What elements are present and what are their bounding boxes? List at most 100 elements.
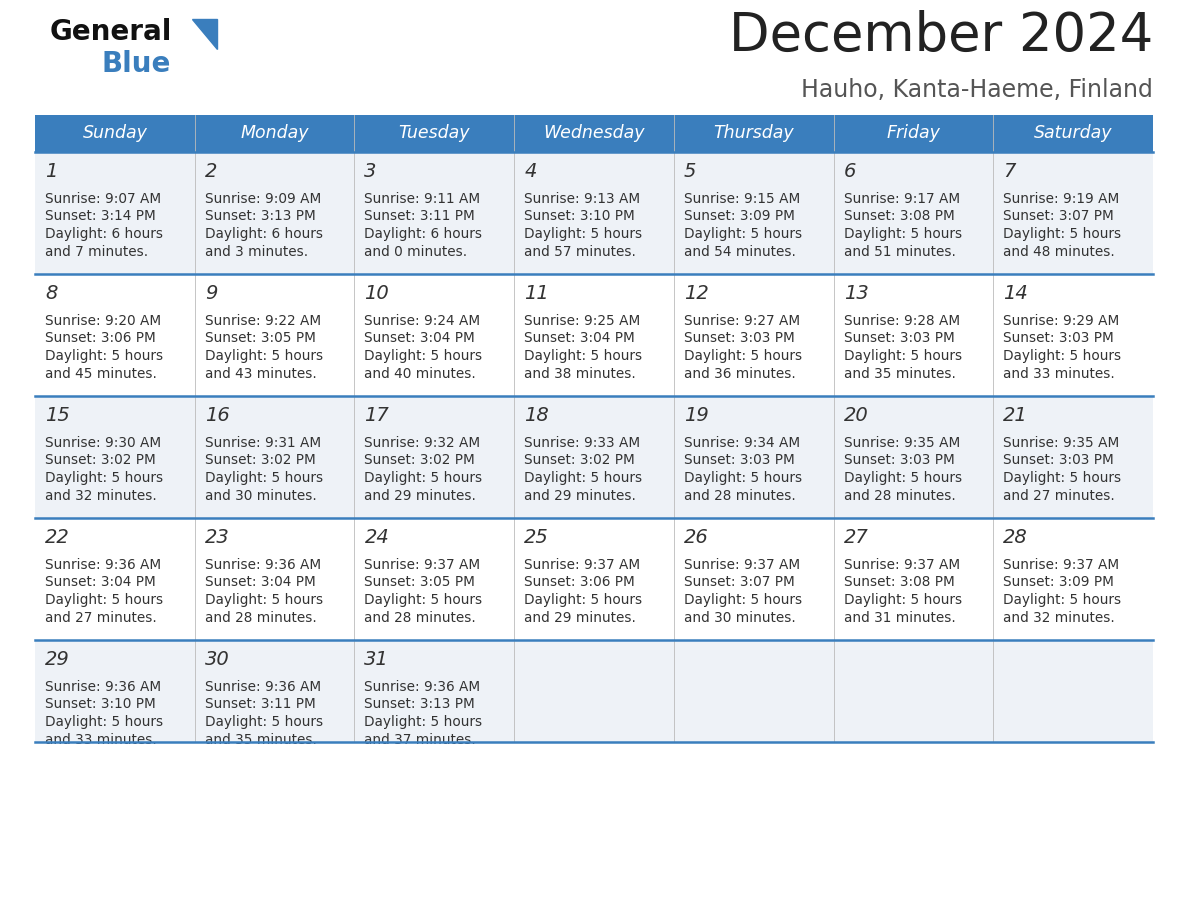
Text: Sunrise: 9:37 AM: Sunrise: 9:37 AM xyxy=(843,558,960,572)
Text: Daylight: 5 hours: Daylight: 5 hours xyxy=(365,471,482,485)
Text: Sunrise: 9:37 AM: Sunrise: 9:37 AM xyxy=(1004,558,1119,572)
Text: Sunset: 3:07 PM: Sunset: 3:07 PM xyxy=(1004,209,1114,223)
Text: Daylight: 5 hours: Daylight: 5 hours xyxy=(204,715,323,729)
Text: Sunrise: 9:27 AM: Sunrise: 9:27 AM xyxy=(684,314,800,328)
Text: Daylight: 5 hours: Daylight: 5 hours xyxy=(524,471,643,485)
Text: Daylight: 5 hours: Daylight: 5 hours xyxy=(45,349,163,363)
Text: and 28 minutes.: and 28 minutes. xyxy=(204,610,316,624)
Text: Sunrise: 9:36 AM: Sunrise: 9:36 AM xyxy=(45,558,162,572)
Text: 28: 28 xyxy=(1004,528,1028,547)
Text: 31: 31 xyxy=(365,650,390,669)
Text: and 32 minutes.: and 32 minutes. xyxy=(45,488,157,502)
Text: 21: 21 xyxy=(1004,406,1028,425)
Text: Daylight: 5 hours: Daylight: 5 hours xyxy=(684,349,802,363)
Text: Sunset: 3:02 PM: Sunset: 3:02 PM xyxy=(524,453,634,467)
Text: Tuesday: Tuesday xyxy=(398,125,470,142)
Text: Sunset: 3:07 PM: Sunset: 3:07 PM xyxy=(684,576,795,589)
Text: Sunset: 3:02 PM: Sunset: 3:02 PM xyxy=(204,453,316,467)
Text: Sunrise: 9:33 AM: Sunrise: 9:33 AM xyxy=(524,436,640,450)
Text: Sunset: 3:06 PM: Sunset: 3:06 PM xyxy=(524,576,634,589)
Text: Sunrise: 9:17 AM: Sunrise: 9:17 AM xyxy=(843,192,960,206)
Text: Hauho, Kanta-Haeme, Finland: Hauho, Kanta-Haeme, Finland xyxy=(801,78,1154,102)
Text: Daylight: 5 hours: Daylight: 5 hours xyxy=(843,227,962,241)
Text: Daylight: 5 hours: Daylight: 5 hours xyxy=(45,593,163,607)
Text: and 30 minutes.: and 30 minutes. xyxy=(684,610,796,624)
Text: Daylight: 5 hours: Daylight: 5 hours xyxy=(843,471,962,485)
Text: Sunset: 3:09 PM: Sunset: 3:09 PM xyxy=(684,209,795,223)
Text: and 37 minutes.: and 37 minutes. xyxy=(365,733,476,746)
Text: Sunrise: 9:35 AM: Sunrise: 9:35 AM xyxy=(843,436,960,450)
Text: and 57 minutes.: and 57 minutes. xyxy=(524,244,636,259)
Text: 22: 22 xyxy=(45,528,70,547)
Text: 27: 27 xyxy=(843,528,868,547)
Text: Sunset: 3:02 PM: Sunset: 3:02 PM xyxy=(365,453,475,467)
Text: Sunrise: 9:34 AM: Sunrise: 9:34 AM xyxy=(684,436,800,450)
Text: Sunrise: 9:32 AM: Sunrise: 9:32 AM xyxy=(365,436,481,450)
Text: General: General xyxy=(50,18,172,46)
Text: and 45 minutes.: and 45 minutes. xyxy=(45,366,157,380)
Text: Sunrise: 9:15 AM: Sunrise: 9:15 AM xyxy=(684,192,800,206)
Text: 13: 13 xyxy=(843,284,868,303)
Text: Daylight: 5 hours: Daylight: 5 hours xyxy=(45,471,163,485)
Text: 11: 11 xyxy=(524,284,549,303)
Text: Sunset: 3:11 PM: Sunset: 3:11 PM xyxy=(204,698,316,711)
Text: Daylight: 5 hours: Daylight: 5 hours xyxy=(684,227,802,241)
Text: Daylight: 5 hours: Daylight: 5 hours xyxy=(1004,227,1121,241)
Text: 17: 17 xyxy=(365,406,390,425)
Bar xyxy=(34,115,1154,152)
Text: Daylight: 5 hours: Daylight: 5 hours xyxy=(1004,349,1121,363)
Text: and 30 minutes.: and 30 minutes. xyxy=(204,488,316,502)
Text: and 33 minutes.: and 33 minutes. xyxy=(45,733,157,746)
Text: and 36 minutes.: and 36 minutes. xyxy=(684,366,796,380)
Text: Friday: Friday xyxy=(886,125,941,142)
Text: and 0 minutes.: and 0 minutes. xyxy=(365,244,468,259)
Text: 6: 6 xyxy=(843,162,855,181)
Text: Sunrise: 9:31 AM: Sunrise: 9:31 AM xyxy=(204,436,321,450)
Text: Saturday: Saturday xyxy=(1034,125,1112,142)
Text: Blue: Blue xyxy=(102,50,171,78)
Text: Sunrise: 9:07 AM: Sunrise: 9:07 AM xyxy=(45,192,162,206)
Bar xyxy=(34,396,1154,518)
Text: Sunrise: 9:30 AM: Sunrise: 9:30 AM xyxy=(45,436,162,450)
Text: 25: 25 xyxy=(524,528,549,547)
Text: Sunset: 3:04 PM: Sunset: 3:04 PM xyxy=(45,576,156,589)
Text: Sunset: 3:03 PM: Sunset: 3:03 PM xyxy=(1004,453,1114,467)
Text: Sunrise: 9:20 AM: Sunrise: 9:20 AM xyxy=(45,314,162,328)
Text: and 7 minutes.: and 7 minutes. xyxy=(45,244,148,259)
Text: Daylight: 5 hours: Daylight: 5 hours xyxy=(365,715,482,729)
Text: Sunset: 3:14 PM: Sunset: 3:14 PM xyxy=(45,209,156,223)
Text: Sunrise: 9:37 AM: Sunrise: 9:37 AM xyxy=(684,558,800,572)
Text: Daylight: 5 hours: Daylight: 5 hours xyxy=(684,593,802,607)
Text: and 32 minutes.: and 32 minutes. xyxy=(1004,610,1116,624)
Text: and 38 minutes.: and 38 minutes. xyxy=(524,366,636,380)
Text: Sunset: 3:13 PM: Sunset: 3:13 PM xyxy=(365,698,475,711)
Text: and 35 minutes.: and 35 minutes. xyxy=(843,366,955,380)
Text: Sunrise: 9:24 AM: Sunrise: 9:24 AM xyxy=(365,314,481,328)
Text: 29: 29 xyxy=(45,650,70,669)
Text: Daylight: 5 hours: Daylight: 5 hours xyxy=(524,349,643,363)
Text: Sunset: 3:03 PM: Sunset: 3:03 PM xyxy=(1004,331,1114,345)
Text: and 3 minutes.: and 3 minutes. xyxy=(204,244,308,259)
Text: 18: 18 xyxy=(524,406,549,425)
Text: Daylight: 5 hours: Daylight: 5 hours xyxy=(45,715,163,729)
Text: Sunset: 3:13 PM: Sunset: 3:13 PM xyxy=(204,209,316,223)
Text: Sunrise: 9:36 AM: Sunrise: 9:36 AM xyxy=(204,558,321,572)
Text: Sunday: Sunday xyxy=(82,125,147,142)
Text: 4: 4 xyxy=(524,162,537,181)
Text: Sunrise: 9:13 AM: Sunrise: 9:13 AM xyxy=(524,192,640,206)
Text: and 27 minutes.: and 27 minutes. xyxy=(1004,488,1116,502)
Text: Sunset: 3:03 PM: Sunset: 3:03 PM xyxy=(843,453,954,467)
Bar xyxy=(34,274,1154,396)
Text: Sunset: 3:03 PM: Sunset: 3:03 PM xyxy=(684,331,795,345)
Text: Sunrise: 9:37 AM: Sunrise: 9:37 AM xyxy=(365,558,481,572)
Text: 14: 14 xyxy=(1004,284,1028,303)
Text: Sunrise: 9:22 AM: Sunrise: 9:22 AM xyxy=(204,314,321,328)
Text: Sunrise: 9:37 AM: Sunrise: 9:37 AM xyxy=(524,558,640,572)
Text: Monday: Monday xyxy=(240,125,309,142)
Text: Sunrise: 9:36 AM: Sunrise: 9:36 AM xyxy=(45,680,162,694)
Text: Sunset: 3:04 PM: Sunset: 3:04 PM xyxy=(524,331,634,345)
Text: Sunrise: 9:36 AM: Sunrise: 9:36 AM xyxy=(204,680,321,694)
Text: and 31 minutes.: and 31 minutes. xyxy=(843,610,955,624)
Text: Sunset: 3:10 PM: Sunset: 3:10 PM xyxy=(524,209,634,223)
Text: Sunset: 3:10 PM: Sunset: 3:10 PM xyxy=(45,698,156,711)
